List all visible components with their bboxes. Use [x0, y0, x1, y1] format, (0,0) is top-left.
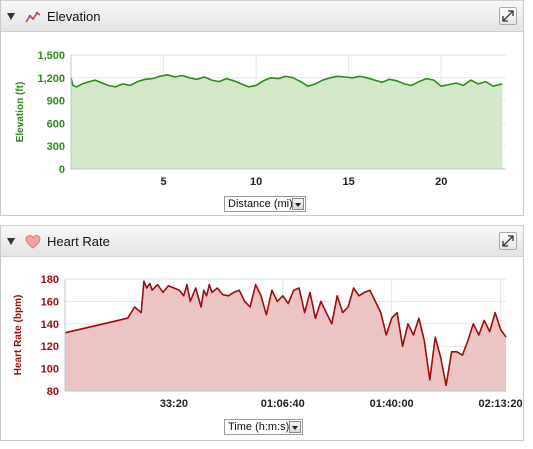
- elevation-panel: Elevation 0 300 600 900 1,200 1,500 5 10 15 20 Ele…: [0, 0, 524, 216]
- y-tick-label: 900: [47, 96, 65, 108]
- chevron-down-icon[interactable]: [289, 421, 301, 433]
- y-tick-label: 0: [59, 164, 65, 176]
- y-axis-title: Heart Rate (bpm): [13, 295, 24, 376]
- series-area: [71, 74, 503, 169]
- x-tick-label: 01:40:00: [370, 398, 414, 410]
- elevation-panel-header[interactable]: Elevation: [1, 0, 523, 32]
- x-tick-label: 10: [250, 176, 262, 188]
- x-tick-label: 33:20: [160, 398, 188, 410]
- x-tick-label: 01:06:40: [261, 398, 305, 410]
- x-tick-label: 02:13:20: [479, 398, 523, 410]
- series-line: [64, 280, 507, 387]
- axis-select-label: Distance (mi): [228, 198, 293, 210]
- collapse-triangle-icon[interactable]: [7, 13, 15, 20]
- y-tick-label: 1,200: [37, 73, 65, 85]
- axis-select-label: Time (h:m:s): [228, 421, 290, 433]
- heart-rate-chart-svg: 80 100 120 140 160 180 33:20 01:06:40 01:40:00 02…: [13, 274, 523, 410]
- heart-rate-panel-header[interactable]: Heart Rate: [1, 225, 523, 257]
- elevation-chart-svg: 0 300 600 900 1,200 1,500 5 10 15 20 Elevation (ft…: [15, 50, 506, 188]
- series-area: [65, 281, 506, 391]
- y-tick-label: 160: [41, 296, 59, 308]
- y-axis-title: Elevation (ft): [15, 82, 26, 143]
- series-line: [70, 74, 503, 88]
- x-tick-label: 20: [435, 176, 447, 188]
- y-tick-label: 80: [47, 386, 59, 398]
- x-tick-label: 5: [160, 176, 166, 188]
- heart-rate-chart: 80 100 120 140 160 180 33:20 01:06:40 01:40:00 02…: [1, 257, 525, 441]
- y-tick-label: 140: [41, 319, 59, 331]
- elevation-chart: 0 300 600 900 1,200 1,500 5 10 15 20 Elevation (ft…: [1, 32, 525, 216]
- y-tick-label: 120: [41, 341, 59, 353]
- panel-title: Elevation: [47, 9, 101, 24]
- heart-rate-panel: Heart Rate 80 100 120 140 160 180 33:20 01:06:4…: [0, 225, 524, 441]
- time-axis-select[interactable]: Time (h:m:s): [224, 419, 303, 435]
- distance-axis-select[interactable]: Distance (mi): [224, 196, 306, 212]
- heart-icon: [25, 234, 41, 250]
- y-tick-label: 180: [41, 274, 59, 286]
- elevation-icon: [25, 9, 41, 25]
- expand-icon[interactable]: [499, 232, 517, 250]
- y-tick-label: 300: [47, 141, 65, 153]
- collapse-triangle-icon[interactable]: [7, 238, 15, 245]
- y-tick-label: 1,500: [37, 50, 65, 62]
- y-tick-label: 600: [47, 118, 65, 130]
- panel-title: Heart Rate: [47, 234, 110, 249]
- expand-icon[interactable]: [499, 7, 517, 25]
- chevron-down-icon[interactable]: [292, 198, 304, 210]
- x-tick-label: 15: [343, 176, 355, 188]
- y-tick-label: 100: [41, 364, 59, 376]
